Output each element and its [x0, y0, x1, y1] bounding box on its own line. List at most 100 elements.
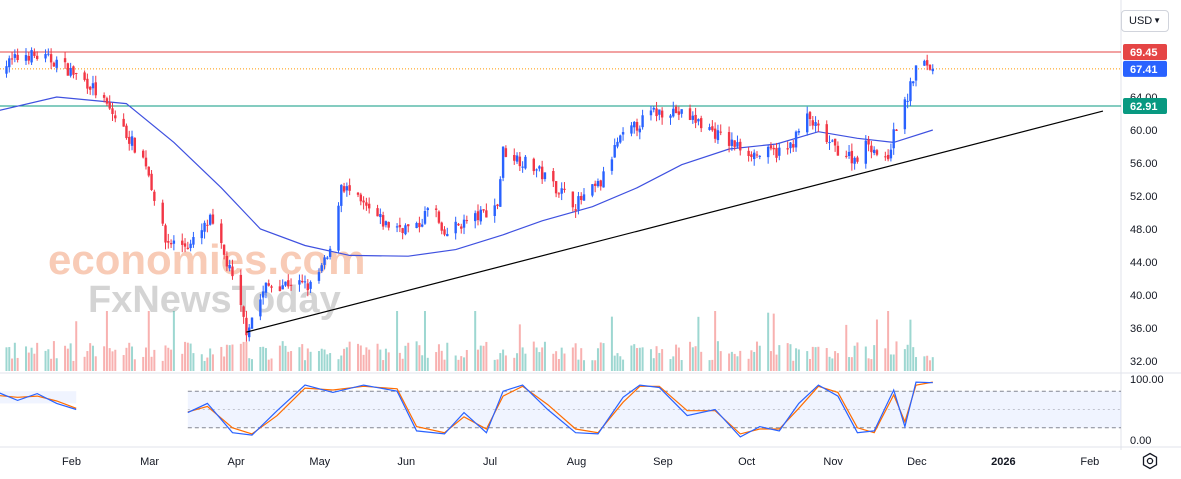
volume-bar — [817, 346, 820, 371]
watermark: economies.com FxNewsToday — [48, 236, 365, 321]
time-tick-label: 2026 — [991, 456, 1015, 468]
candle-up — [446, 233, 449, 237]
gear-icon[interactable] — [1141, 452, 1159, 470]
candle-down — [63, 58, 67, 63]
volume-bar — [437, 344, 440, 371]
volume-bar — [122, 355, 125, 371]
candle-up — [814, 122, 817, 127]
volume-bar — [848, 357, 851, 371]
candle-down — [75, 72, 78, 74]
volume-bar — [228, 345, 231, 371]
volume-bar — [689, 341, 692, 371]
volume-bar — [524, 353, 527, 371]
volume-bar — [633, 344, 636, 371]
price-tick-label: 60.00 — [1130, 125, 1158, 137]
candle-up — [892, 129, 895, 149]
watermark-economies: economies.com — [48, 236, 365, 283]
currency-selector-button[interactable]: USD ▼ — [1121, 10, 1169, 32]
candle-down — [443, 229, 446, 235]
volume-bar — [831, 358, 834, 371]
candle-up — [602, 171, 605, 188]
candle-down — [153, 191, 156, 201]
volume-bar — [895, 341, 898, 371]
candle-down — [928, 64, 932, 70]
volume-bar — [317, 351, 320, 371]
candle-up — [323, 257, 326, 265]
volume-bar — [574, 343, 577, 371]
volume-bar — [680, 360, 683, 371]
volume-bar — [27, 352, 30, 371]
candle-down — [183, 243, 187, 247]
volume-bar — [396, 311, 399, 371]
price-tick-label: 44.00 — [1130, 257, 1158, 269]
candle-up — [931, 68, 934, 72]
candle-up — [250, 317, 254, 329]
volume-bar — [649, 349, 652, 371]
candle-down — [94, 82, 97, 96]
volume-bar — [239, 343, 242, 371]
candle-up — [613, 145, 616, 158]
candle-up — [479, 209, 482, 222]
candle-down — [496, 204, 499, 207]
candle-down — [367, 203, 371, 209]
volume-bar — [91, 345, 94, 371]
volume-bar — [337, 359, 340, 371]
volume-bar — [909, 319, 912, 371]
candle-up — [909, 81, 912, 102]
resistance-price-label: 69.45 — [1130, 47, 1158, 59]
candle-up — [420, 224, 424, 227]
candle-up — [248, 327, 251, 338]
candle-down — [856, 157, 859, 162]
volume-bar — [641, 347, 644, 371]
candle-down — [719, 131, 722, 133]
candle-down — [289, 284, 293, 286]
price-tick-label: 36.00 — [1130, 323, 1158, 335]
volume-bar — [652, 358, 655, 371]
candle-down — [186, 247, 190, 249]
candle-down — [599, 180, 602, 187]
volume-bar — [25, 346, 28, 371]
volume-bar — [170, 349, 173, 371]
candle-down — [52, 62, 56, 67]
volume-bar — [404, 345, 407, 371]
candle-up — [658, 109, 661, 115]
volume-bar — [493, 359, 496, 371]
candle-down — [886, 154, 890, 160]
candle-down — [387, 222, 390, 228]
candle-up — [672, 108, 675, 117]
volume-bar — [931, 357, 934, 371]
volume-bar — [504, 355, 507, 371]
volume-bars — [5, 311, 934, 371]
volume-bar — [884, 348, 887, 371]
time-tick-label: Sep — [653, 456, 673, 468]
candles — [5, 47, 934, 342]
volume-bar — [521, 347, 524, 371]
candle-up — [797, 131, 801, 133]
time-tick-label: Jul — [483, 456, 497, 468]
candle-down — [181, 240, 184, 245]
volume-bar — [66, 348, 69, 371]
volume-bar — [147, 311, 150, 371]
volume-bar — [677, 347, 680, 371]
candle-down — [133, 137, 137, 153]
volume-bar — [711, 359, 714, 371]
candle-down — [593, 183, 597, 186]
candle-down — [356, 192, 360, 195]
candle-up — [501, 146, 505, 178]
volume-bar — [599, 342, 602, 371]
stoch-tick-label: 100.00 — [1130, 374, 1164, 386]
candle-down — [122, 118, 125, 127]
candle-down — [571, 191, 575, 208]
volume-bar — [543, 341, 546, 371]
volume-bar — [672, 356, 675, 371]
volume-bar — [479, 345, 482, 371]
candle-down — [786, 148, 789, 150]
volume-bar — [114, 349, 117, 371]
volume-bar — [345, 347, 348, 371]
candle-up — [462, 219, 466, 228]
volume-bar — [144, 347, 147, 371]
volume-bar — [814, 347, 817, 371]
candle-up — [889, 149, 893, 159]
candle-down — [49, 54, 53, 63]
